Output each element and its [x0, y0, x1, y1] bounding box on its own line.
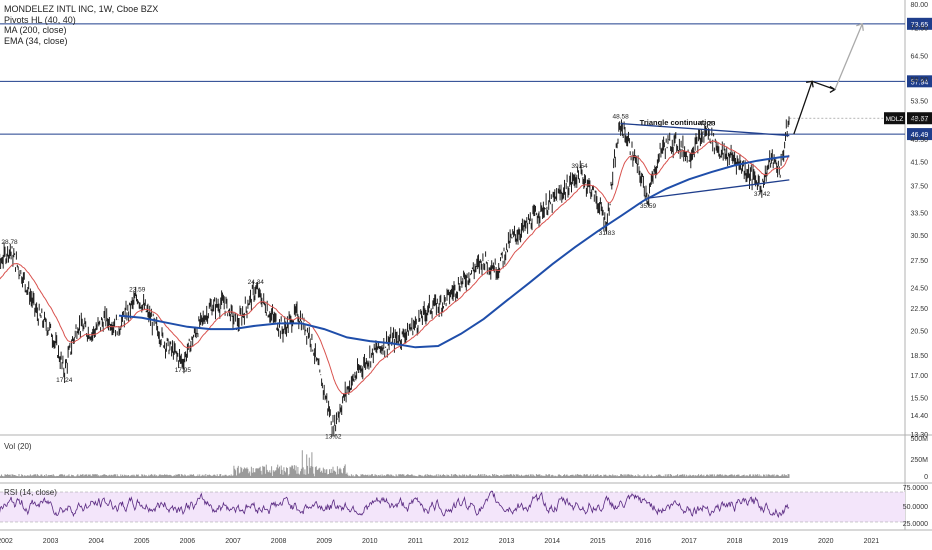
rsi-pane: 75.0000 50.0000 25.0000 [0, 485, 928, 528]
indicators [0, 140, 790, 395]
current-price-tag [907, 112, 932, 125]
symbol-tag-label: MDLZ [886, 116, 904, 123]
price-bars [0, 116, 790, 437]
volume-tick: 0 [924, 474, 928, 481]
pivot-label: 31.83 [599, 230, 616, 237]
pivot-label: 24.34 [248, 279, 265, 286]
y-tick-label: 53.50 [910, 98, 928, 105]
y-tick-label: 45.50 [910, 137, 928, 144]
y-tick-label: 37.50 [910, 184, 928, 191]
y-tick-label: 64.50 [910, 54, 928, 61]
level-tag [907, 128, 932, 141]
triangle-upper-line [620, 122, 790, 137]
rsi-label[interactable]: RSI (14, close) [4, 488, 57, 497]
x-tick-label: 2011 [408, 538, 423, 545]
y-tick-label: 27.50 [910, 258, 928, 265]
chart-legend: MONDELEZ INTL INC, 1W, Cboe BZX Pivots H… [4, 4, 158, 46]
ma200-line [118, 155, 790, 349]
y-tick-label: 15.50 [910, 395, 928, 402]
y-tick-label: 17.00 [910, 373, 928, 380]
projection-arrow-2 [811, 80, 836, 91]
price-series [0, 116, 790, 437]
x-tick-label: 2017 [681, 538, 697, 545]
pivot-label: 13.62 [325, 433, 342, 440]
projection-arrow-1 [793, 81, 813, 135]
y-tick-label: 58.50 [910, 77, 928, 84]
x-tick-label: 2019 [772, 538, 788, 545]
pivot-labels: 28.78 17.24 23.59 17.95 24.34 13.62 39.54 31.83… [1, 114, 770, 441]
x-tick-label: 2010 [362, 538, 378, 545]
rsi-line [0, 490, 790, 519]
volume-label[interactable]: Vol (20) [4, 442, 32, 451]
y-tick-label: 14.40 [910, 413, 928, 420]
x-tick-label: 2013 [499, 538, 515, 545]
x-tick-label: 2002 [0, 538, 13, 545]
pivot-label: 48.58 [612, 114, 629, 121]
y-tick-label: 20.50 [910, 328, 928, 335]
pivot-label: 37.42 [754, 191, 771, 198]
projection-arrow-3 [834, 23, 863, 90]
ema-line [0, 140, 790, 395]
x-tick-label: 2012 [453, 538, 469, 545]
x-tick-label: 2009 [316, 538, 332, 545]
x-tick-label: 2020 [818, 538, 834, 545]
y-tick-label: 13.30 [910, 432, 928, 439]
level-tag-label: 46.49 [911, 132, 929, 139]
x-tick-label: 2015 [590, 538, 606, 545]
rsi-tick: 75.0000 [903, 485, 928, 492]
pivot-label: 28.78 [1, 239, 18, 246]
legend-ema[interactable]: EMA (34, close) [4, 35, 68, 46]
rsi-tick: 25.0000 [903, 521, 928, 528]
y-tick-label: 49.50 [910, 117, 928, 124]
horizontal-levels[interactable]: 73.65 57.94 46.49 MDLZ 49.67 [0, 17, 932, 141]
pivot-label: 35.59 [640, 203, 657, 210]
plot-background [0, 0, 905, 550]
y-tick-label: 72.50 [910, 26, 928, 33]
legend-pivots[interactable]: Pivots HL (40, 40) [4, 14, 76, 25]
x-tick-label: 2003 [43, 538, 59, 545]
legend-ma[interactable]: MA (200, close) [4, 25, 67, 35]
level-tag [907, 75, 932, 88]
x-tick-label: 2014 [544, 538, 560, 545]
y-tick-label: 24.50 [910, 286, 928, 293]
projection-arrowhead-3 [856, 22, 864, 31]
x-tick-label: 2005 [134, 538, 150, 545]
pivot-label: 47.23 [699, 120, 716, 127]
y-tick-label: 30.50 [910, 233, 928, 240]
volume-tick: 250M [910, 457, 928, 464]
current-price-label: 49.67 [911, 116, 929, 123]
pivot-label: 23.59 [129, 287, 146, 294]
pivot-label: 17.95 [175, 367, 192, 374]
level-tag-label: 73.65 [911, 22, 929, 29]
drawings[interactable]: Triangle continuation [620, 22, 864, 199]
x-tick-label: 2006 [180, 538, 196, 545]
level-tag [907, 17, 932, 30]
x-tick-label: 2007 [225, 538, 241, 545]
pivot-label: 17.24 [56, 377, 73, 384]
legend-title: MONDELEZ INTL INC, 1W, Cboe BZX [4, 4, 159, 14]
triangle-annotation: Triangle continuation [640, 118, 716, 127]
volume-tick: 500M [910, 436, 928, 443]
y-tick-label: 33.50 [910, 211, 928, 218]
x-tick-label: 2008 [271, 538, 287, 545]
symbol-tag [884, 112, 905, 125]
volume-bars [0, 450, 790, 478]
x-tick-label: 2016 [636, 538, 652, 545]
y-tick-label: 41.50 [910, 159, 928, 166]
volume-pane: 500M 250M 0 [0, 436, 928, 481]
x-tick-label: 2004 [88, 538, 104, 545]
y-tick-label: 80.00 [910, 2, 928, 9]
y-tick-label: 22.50 [910, 306, 928, 313]
x-tick-label: 2021 [864, 538, 880, 545]
x-tick-label: 2018 [727, 538, 743, 545]
pivot-label: 39.54 [571, 163, 588, 170]
rsi-tick: 50.0000 [903, 504, 928, 511]
level-tag-label: 57.94 [911, 79, 929, 86]
y-tick-label: 18.50 [910, 353, 928, 360]
triangle-lower-line [647, 179, 790, 199]
